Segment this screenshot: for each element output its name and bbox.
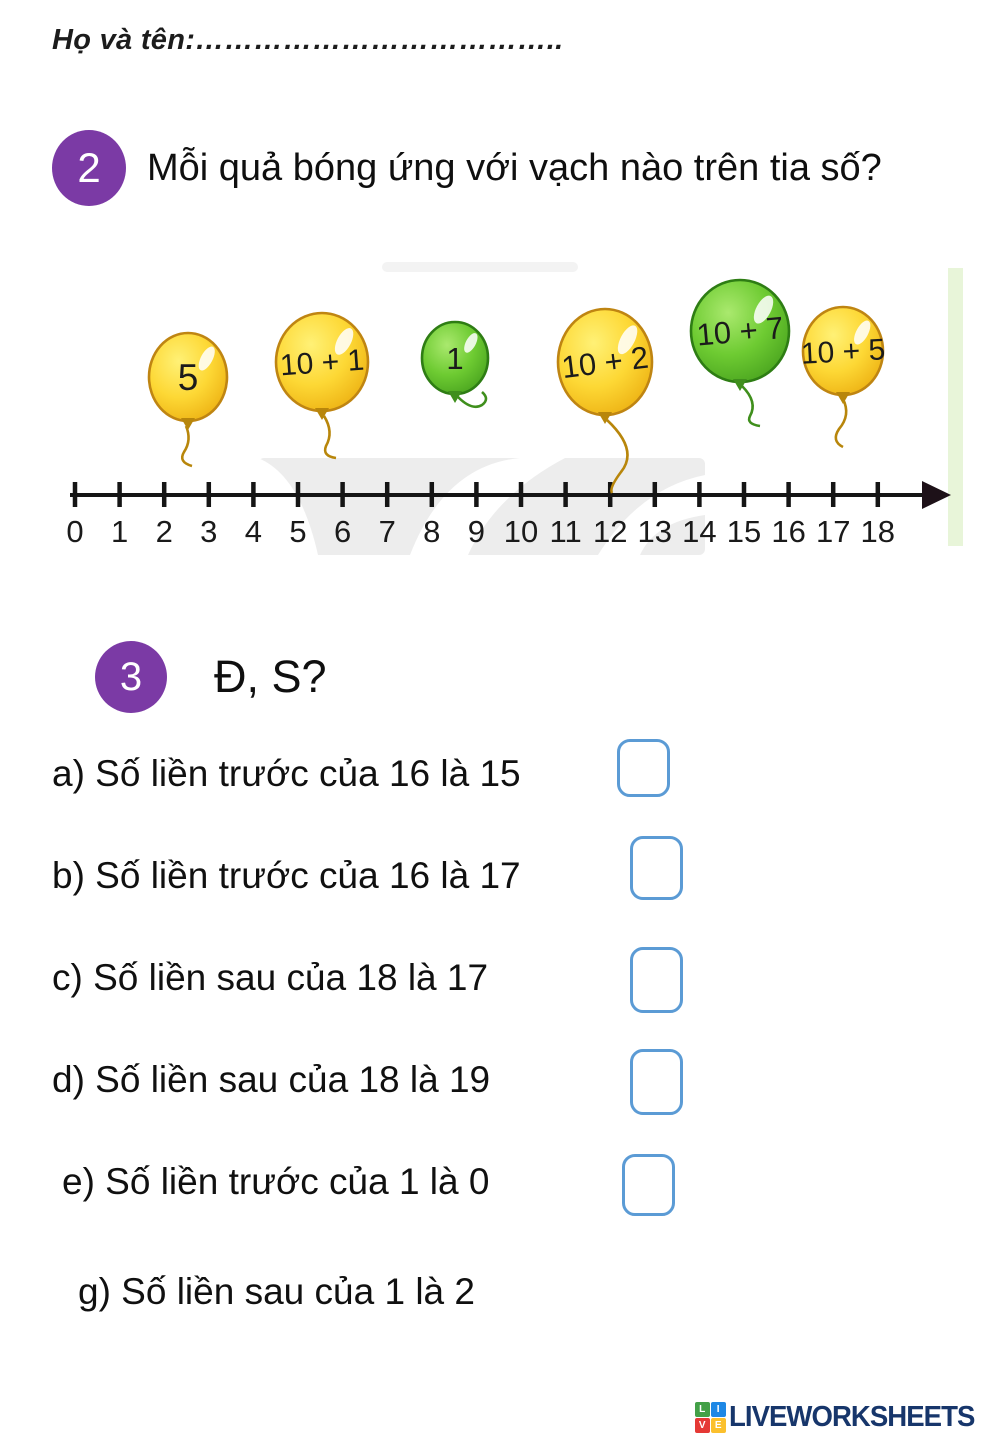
balloon-string (834, 398, 848, 449)
watermark-smudge (382, 262, 578, 272)
balloon-label: 5 (178, 357, 199, 398)
tick-label: 15 (727, 514, 761, 549)
logo-cell-l: L (694, 1402, 710, 1417)
logo-cell-v: V (694, 1418, 710, 1433)
tick-label: 0 (66, 514, 83, 549)
tick-label: 14 (682, 514, 716, 549)
tick-label: 4 (245, 514, 262, 549)
balloon-5: 5 (147, 331, 229, 468)
balloon-highlight (464, 333, 478, 353)
tick-label: 13 (638, 514, 672, 549)
question-3-text: Đ, S? (214, 651, 327, 702)
balloon-string (457, 391, 488, 409)
balloon-knot (598, 412, 612, 424)
tick-label: 7 (379, 514, 396, 549)
balloon-knot (448, 391, 462, 403)
balloon-highlight (198, 346, 215, 371)
balloons-number-line-figure: 0 1 2 3 4 5 6 7 8 9 10 11 12 13 14 15 16 17 185 10 + 1 1 10 +… (66, 262, 963, 555)
item-row: c) Số liền sau của 18 là 17 (0, 945, 1000, 1047)
arrow-head-icon (922, 481, 951, 509)
tick-label: 11 (550, 514, 582, 549)
question-2-number-badge: 2 (52, 130, 126, 206)
balloon-highlight (753, 295, 774, 324)
item-label: a) Số liền trước của 16 là 15 (52, 753, 521, 794)
item-row: d) Số liền sau của 18 là 19 (0, 1047, 1000, 1149)
tick-label: 5 (289, 514, 306, 549)
tick-label: 16 (771, 514, 805, 549)
item-row: g) Số liền sau của 1 là 2 (0, 1251, 1000, 1353)
tick-label: 12 (593, 514, 627, 549)
balloon-highlight (334, 328, 354, 355)
item-row: b) Số liền trước của 16 là 17 (0, 836, 1000, 945)
logo-cell-e: E (710, 1418, 726, 1433)
tick-label: 17 (816, 514, 850, 549)
balloon-string (606, 419, 629, 494)
number-line: 0 1 2 3 4 5 6 7 8 9 10 11 12 13 14 15 16 17 18 (66, 481, 951, 549)
balloon-highlight (617, 325, 638, 355)
item-label: g) Số liền sau của 1 là 2 (78, 1271, 475, 1312)
balloon-string (741, 385, 761, 428)
item-label: b) Số liền trước của 16 là 17 (52, 855, 521, 896)
tick-label: 6 (334, 514, 351, 549)
tick-label: 3 (200, 514, 217, 549)
balloon-string (322, 415, 337, 460)
balloon-10+2: 10 + 2 (556, 307, 654, 494)
balloon-knot (836, 392, 850, 404)
student-name-line: Họ và tên:……………………………….. (52, 24, 564, 56)
balloon-knot (733, 379, 747, 391)
question-3-number-badge: 3 (95, 641, 167, 713)
item-label: e) Số liền trước của 1 là 0 (62, 1161, 490, 1202)
answer-box[interactable] (630, 947, 683, 1013)
balloon-label: 10 + 1 (279, 344, 365, 383)
balloon-string (180, 425, 193, 468)
answer-box[interactable] (622, 1154, 675, 1216)
balloon-label: 10 + 7 (695, 310, 785, 352)
balloon-label: 10 + 5 (800, 333, 886, 370)
item-label: c) Số liền sau của 18 là 17 (52, 957, 489, 998)
answer-box[interactable] (617, 739, 670, 797)
item-label: d) Số liền sau của 18 là 19 (52, 1059, 491, 1100)
balloon-label: 1 (446, 341, 463, 376)
tick-label: 2 (156, 514, 173, 549)
tick-label: 8 (423, 514, 440, 549)
question-2-text: Mỗi quả bóng ứng với vạch nào trên tia s… (147, 146, 882, 189)
balloon-10+1: 10 + 1 (274, 311, 370, 460)
logo-cell-i: I (710, 1402, 726, 1417)
balloon-knot (315, 408, 329, 420)
tick-label: 1 (111, 514, 128, 549)
balloon-highlight (854, 320, 871, 345)
item-row: e) Số liền trước của 1 là 0 (0, 1149, 1000, 1251)
tick-label: 9 (468, 514, 485, 549)
true-false-items-list: a) Số liền trước của 16 là 15 b) Số liền … (0, 739, 1000, 1353)
balloon-10+5: 10 + 5 (800, 305, 886, 449)
green-stripe (948, 268, 963, 546)
answer-box[interactable] (630, 1049, 683, 1115)
answer-box[interactable] (630, 836, 683, 900)
item-row: a) Số liền trước của 16 là 15 (0, 739, 1000, 843)
liveworksheets-brand-text: LIVEWORKSHEETS (728, 1401, 975, 1433)
balloon-10+7: 10 + 7 (689, 278, 791, 428)
question-3-row: 3 Đ, S? (95, 641, 327, 713)
tick-label: 10 (504, 514, 538, 549)
balloon-knot (181, 418, 195, 430)
question-2-row: 2 Mỗi quả bóng ứng với vạch nào trên tia… (52, 130, 882, 206)
balloon-1: 1 (420, 320, 490, 409)
tick-label: 18 (861, 514, 895, 549)
